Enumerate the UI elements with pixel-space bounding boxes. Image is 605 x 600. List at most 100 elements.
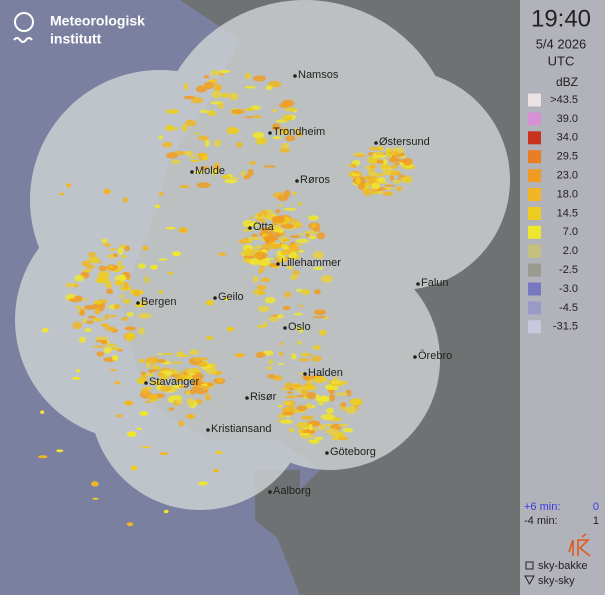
rain-cell	[279, 148, 290, 153]
rain-cell	[301, 388, 309, 397]
rain-cell	[370, 159, 376, 165]
rain-cell	[93, 301, 104, 305]
rain-cell	[285, 395, 298, 399]
rain-cell	[181, 124, 188, 132]
rain-cell	[251, 115, 263, 119]
legend-label: 34.0	[557, 132, 578, 144]
rain-cell	[278, 103, 291, 108]
rain-cell	[205, 393, 211, 402]
rain-cell	[117, 260, 123, 268]
rain-cell	[309, 439, 320, 445]
logo: Meteorologisk institutt	[13, 12, 145, 47]
rain-cell	[253, 251, 268, 260]
rain-cell	[316, 232, 326, 240]
rain-cell	[270, 243, 282, 250]
rain-cell	[139, 358, 145, 363]
rain-cell	[338, 380, 344, 385]
rain-cell	[283, 107, 298, 112]
rain-cell	[291, 353, 297, 360]
rain-cell	[238, 239, 250, 244]
rain-cell	[246, 220, 258, 224]
rain-cell	[193, 170, 207, 174]
city-label: Göteborg	[330, 446, 376, 458]
lightning-count: 1	[593, 515, 599, 527]
city-dot	[268, 131, 272, 135]
rain-cell	[252, 75, 266, 82]
legend-label: 23.0	[557, 170, 578, 182]
rain-cell	[104, 314, 110, 320]
rain-cell	[72, 376, 81, 380]
rain-cell	[378, 145, 384, 151]
legend-label: 39.0	[557, 113, 578, 125]
rain-cell	[105, 326, 116, 332]
rain-cell	[95, 339, 107, 343]
rain-cell	[373, 151, 385, 155]
rain-cell	[85, 320, 94, 324]
legend: >43.5 39.0 34.0 29.5 23.0 18.0 14.5 7.0 2.0 -2.5 -…	[528, 93, 578, 334]
rain-cell	[179, 185, 190, 189]
rain-cell	[337, 423, 349, 427]
lightning-label: +6 min:	[524, 501, 560, 513]
date: 5/4 2026	[536, 36, 587, 51]
rain-cell	[137, 263, 146, 269]
rain-cell	[79, 309, 86, 316]
rain-cell	[211, 168, 218, 176]
rain-cell	[379, 164, 390, 169]
rain-cell	[276, 314, 284, 319]
rain-cell	[166, 152, 178, 159]
city-label: Stavanger	[149, 376, 199, 388]
rain-cell	[398, 159, 409, 163]
rain-cell	[214, 162, 220, 168]
rain-cell	[94, 308, 101, 315]
rain-cell	[258, 258, 271, 267]
rain-cell	[190, 156, 196, 159]
rain-cell	[224, 178, 238, 184]
rain-cell	[126, 522, 134, 527]
legend-label: >43.5	[550, 94, 578, 106]
rain-cell	[234, 353, 245, 358]
rain-cell	[278, 413, 285, 419]
city-dot	[413, 355, 417, 359]
rain-cell	[314, 436, 324, 441]
rain-cell	[190, 159, 201, 162]
legend-label: 14.5	[557, 207, 578, 219]
rain-cell	[126, 332, 136, 339]
rain-cell	[272, 136, 282, 140]
rain-cell	[212, 468, 220, 473]
legend-label: -3.0	[559, 283, 578, 295]
rain-cell	[151, 365, 161, 371]
rain-cell	[300, 352, 310, 357]
rain-cell	[107, 284, 112, 289]
rain-cell	[205, 367, 218, 375]
rain-cell	[244, 116, 254, 119]
rain-cell	[296, 131, 303, 138]
rain-cell	[255, 136, 268, 145]
logo-icon	[14, 12, 34, 32]
legend-swatch	[528, 206, 541, 220]
rain-cell	[244, 85, 257, 89]
rain-cell	[282, 305, 291, 311]
rain-cell	[72, 321, 83, 330]
rain-cell	[243, 108, 255, 112]
rain-cell	[136, 377, 147, 385]
rain-cell	[325, 428, 339, 435]
rain-cell	[368, 168, 374, 174]
rain-cell	[310, 222, 317, 229]
rain-cell	[257, 213, 263, 217]
rain-cell	[205, 299, 214, 306]
rain-cell	[280, 142, 290, 150]
rain-cell	[303, 385, 318, 391]
rain-cell	[114, 380, 121, 385]
logo-text: Meteorologisk	[50, 13, 145, 29]
rain-cell	[91, 317, 103, 322]
legend-label: -2.5	[559, 264, 578, 276]
rain-cell	[289, 235, 301, 239]
rain-cell	[260, 227, 270, 232]
city-label: Falun	[421, 277, 449, 289]
square-symbol	[525, 561, 534, 570]
logo-text: institutt	[50, 31, 102, 47]
rain-cell	[277, 131, 292, 135]
rain-cell	[165, 124, 173, 132]
rain-cell	[170, 387, 179, 393]
